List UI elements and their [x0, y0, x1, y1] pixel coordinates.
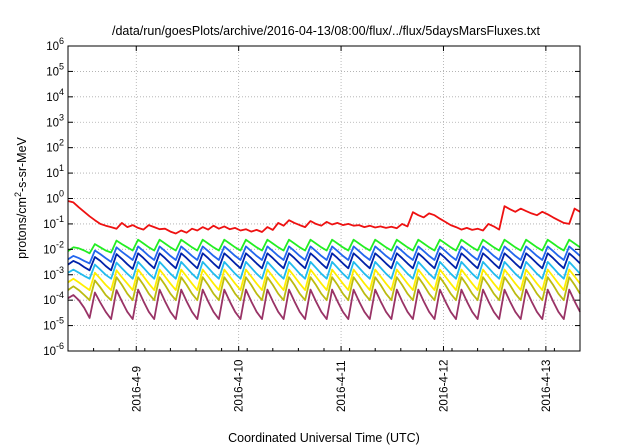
y-axis: 10-6 10-5 10-4 10-3 10-2 10-1 100 101 102 103 104 1…	[43, 36, 580, 358]
x-tick-label: 2016-4-13	[541, 360, 553, 412]
x-axis-label: Coordinated Universal Time (UTC)	[228, 431, 420, 445]
chart-title: /data/run/goesPlots/archive/2016-04-13/0…	[112, 24, 541, 38]
series-line-7	[67, 276, 581, 302]
x-tick-label: 2016-4-9	[131, 366, 143, 412]
x-tick-label: 2016-4-10	[234, 360, 246, 412]
y-tick-label: 103	[46, 112, 64, 129]
series-line-3	[67, 245, 581, 265]
y-tick-label: 10-6	[43, 341, 64, 358]
series-line-1	[67, 200, 581, 235]
y-tick-label: 105	[46, 61, 64, 78]
y-tick-label: 106	[46, 36, 64, 53]
x-axis: 2016-4-9 2016-4-10 2016-4-11 2016-4-12 2016-…	[67, 46, 581, 412]
y-tick-label: 101	[46, 163, 64, 180]
x-tick-label: 2016-4-11	[336, 360, 348, 412]
y-tick-label: 10-4	[43, 290, 64, 307]
series-line-5	[67, 260, 581, 280]
series-line-4	[67, 252, 581, 272]
y-tick-label: 10-3	[43, 265, 64, 282]
series-line-2	[67, 238, 581, 255]
y-tick-label: 104	[46, 87, 64, 104]
y-tick-label: 10-1	[43, 214, 64, 231]
series-line-6	[67, 268, 581, 292]
y-tick-label: 10-2	[43, 239, 64, 256]
series-group	[67, 200, 581, 321]
x-tick-label: 2016-4-12	[438, 360, 450, 412]
y-tick-label: 10-5	[43, 316, 64, 333]
y-tick-label: 102	[46, 138, 64, 155]
series-line-8	[67, 288, 581, 321]
y-tick-label: 100	[46, 189, 64, 206]
y-axis-label: protons/cm2-s-sr-MeV	[13, 136, 29, 258]
